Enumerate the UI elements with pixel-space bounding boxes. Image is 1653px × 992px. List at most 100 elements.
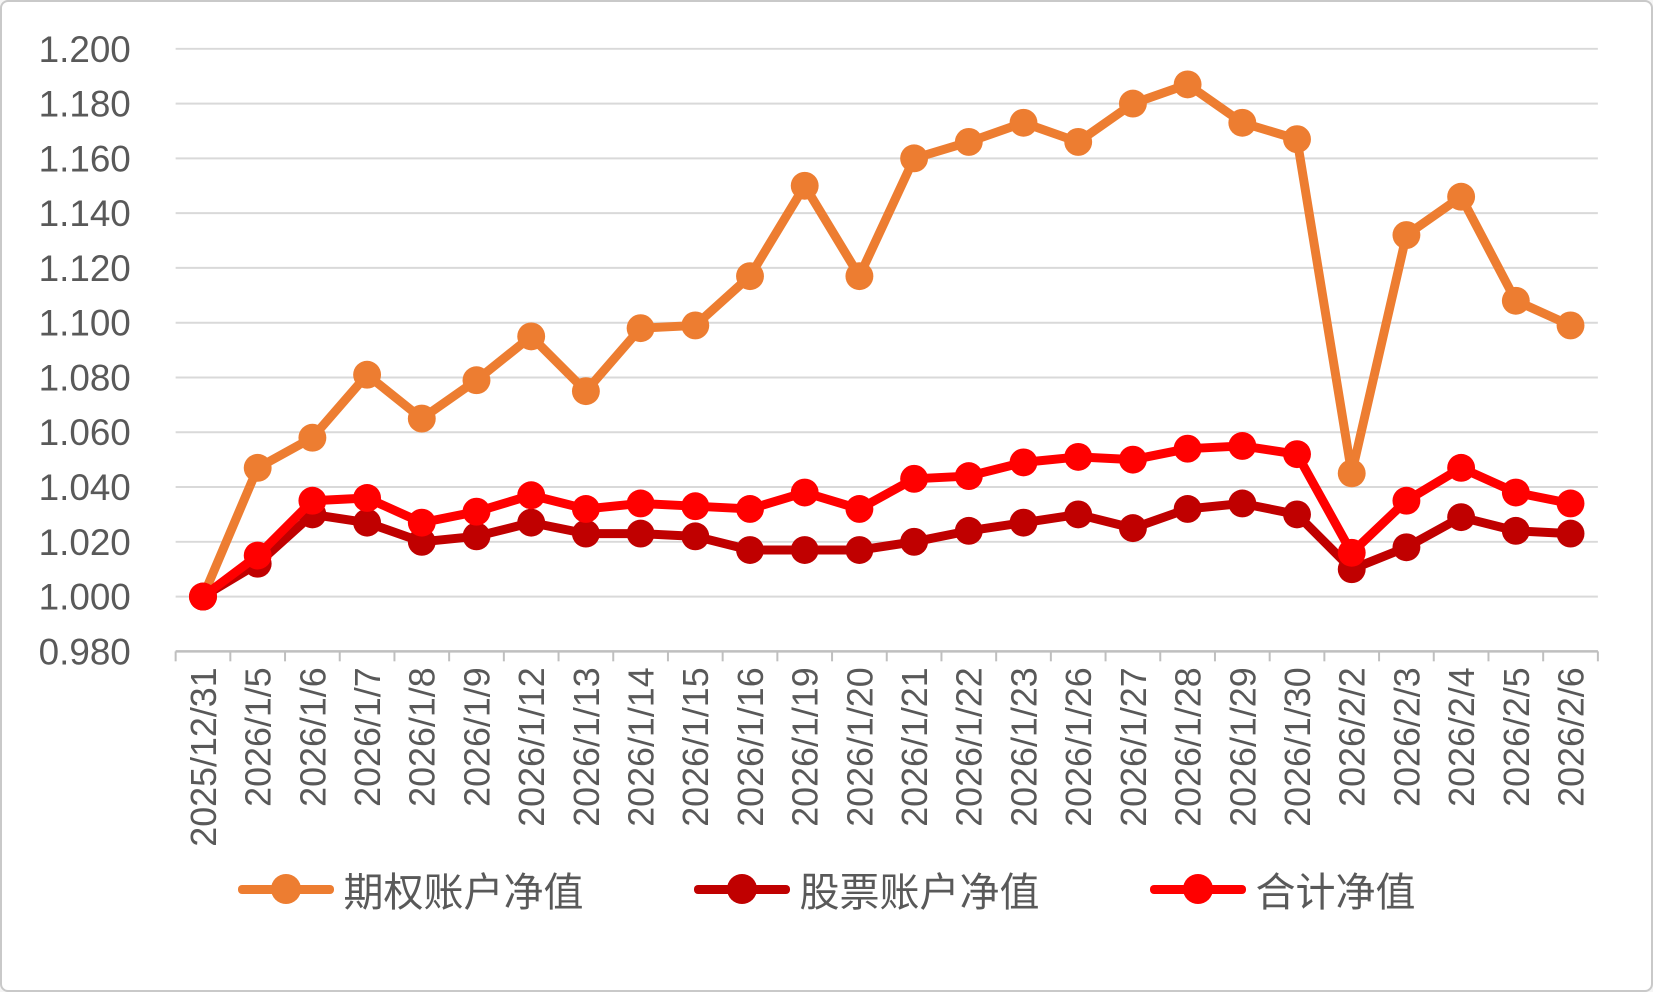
data-point-marker bbox=[681, 522, 710, 551]
data-point-marker bbox=[517, 322, 546, 351]
data-point-marker bbox=[1283, 125, 1311, 154]
data-point-marker bbox=[1447, 453, 1476, 482]
data-point-marker bbox=[1392, 486, 1421, 515]
x-tick-label: 2026/1/7 bbox=[348, 667, 388, 807]
data-point-marker bbox=[790, 171, 819, 200]
data-point-marker bbox=[1173, 70, 1202, 99]
y-tick-label: 1.180 bbox=[39, 84, 131, 125]
data-point-marker bbox=[790, 478, 819, 507]
data-point-marker bbox=[353, 508, 382, 537]
legend-marker-options-account bbox=[237, 872, 334, 906]
data-point-marker bbox=[1118, 445, 1147, 474]
data-point-marker bbox=[1064, 500, 1093, 529]
data-point-marker bbox=[1556, 489, 1585, 518]
data-point-marker bbox=[1228, 489, 1257, 518]
y-tick-label: 1.060 bbox=[39, 412, 131, 453]
data-point-marker bbox=[1173, 434, 1202, 463]
data-point-marker bbox=[900, 464, 929, 493]
x-tick-label: 2026/2/6 bbox=[1551, 667, 1591, 807]
y-tick-label: 1.080 bbox=[39, 357, 131, 398]
data-point-marker bbox=[900, 527, 929, 556]
y-axis-labels: 0.980 1.000 1.020 1.040 1.060 1.080 1.100 1.120… bbox=[39, 29, 131, 673]
data-point-marker bbox=[1556, 519, 1585, 548]
x-axis-labels: 2025/12/31 2026/1/5 2026/1/6 2026/1/7 2026/1… bbox=[184, 667, 1592, 846]
data-point-marker bbox=[845, 262, 874, 291]
data-point-marker bbox=[790, 536, 819, 564]
y-tick-label: 1.200 bbox=[39, 29, 131, 70]
series-options-account bbox=[189, 70, 1585, 611]
y-tick-label: 1.020 bbox=[39, 522, 131, 563]
data-point-marker bbox=[1501, 516, 1530, 545]
legend-marker-stock-account bbox=[693, 872, 790, 906]
y-tick-label: 1.160 bbox=[39, 138, 131, 179]
x-tick-label: 2026/1/19 bbox=[786, 667, 826, 826]
data-point-marker bbox=[736, 536, 764, 564]
data-point-marker bbox=[845, 495, 874, 523]
legend-label-options-account: 期权账户净值 bbox=[343, 871, 584, 915]
y-tick-label: 1.040 bbox=[39, 467, 131, 508]
data-point-marker bbox=[954, 462, 983, 491]
data-point-marker bbox=[736, 495, 764, 523]
data-point-marker bbox=[462, 366, 491, 395]
legend-label-total: 合计净值 bbox=[1255, 871, 1416, 915]
data-point-marker bbox=[189, 582, 217, 611]
y-tick-label: 0.980 bbox=[39, 631, 131, 672]
x-tick-label: 2026/1/6 bbox=[293, 667, 333, 807]
data-point-marker bbox=[1392, 533, 1421, 562]
x-tick-label: 2026/2/5 bbox=[1497, 667, 1537, 807]
y-tick-label: 1.140 bbox=[39, 193, 131, 234]
data-point-marker bbox=[1501, 286, 1530, 315]
data-point-marker bbox=[1392, 221, 1421, 249]
y-tick-label: 1.120 bbox=[39, 248, 131, 289]
data-point-marker bbox=[517, 508, 546, 537]
legend-dot-icon bbox=[270, 874, 301, 904]
x-tick-label: 2026/2/2 bbox=[1333, 667, 1373, 807]
data-point-marker bbox=[407, 527, 436, 556]
x-tick-label: 2026/1/9 bbox=[457, 667, 497, 807]
data-point-marker bbox=[1009, 448, 1038, 477]
data-point-marker bbox=[571, 495, 600, 523]
x-tick-label: 2026/1/5 bbox=[239, 667, 279, 807]
data-point-marker bbox=[353, 360, 382, 389]
data-point-marker bbox=[1283, 440, 1311, 469]
data-point-marker bbox=[900, 144, 929, 173]
legend-dot-icon bbox=[726, 874, 757, 904]
x-tick-label: 2026/1/29 bbox=[1223, 667, 1263, 826]
data-point-marker bbox=[571, 519, 600, 548]
x-tick-label: 2026/2/4 bbox=[1442, 667, 1482, 807]
data-point-marker bbox=[462, 522, 491, 551]
data-point-marker bbox=[571, 377, 600, 406]
data-point-marker bbox=[243, 453, 272, 482]
x-axis-ticks bbox=[174, 651, 1599, 662]
x-tick-label: 2026/1/21 bbox=[895, 667, 935, 826]
x-tick-label: 2026/1/26 bbox=[1059, 667, 1099, 826]
x-tick-label: 2026/1/16 bbox=[731, 667, 771, 826]
x-tick-label: 2026/1/22 bbox=[950, 667, 990, 826]
data-point-marker bbox=[1118, 89, 1147, 118]
data-point-marker bbox=[1501, 478, 1530, 507]
x-tick-label: 2026/1/13 bbox=[567, 667, 607, 826]
data-point-marker bbox=[1283, 500, 1311, 529]
x-tick-label: 2026/1/15 bbox=[676, 667, 716, 826]
x-tick-label: 2025/12/31 bbox=[184, 667, 224, 846]
data-point-marker bbox=[736, 262, 764, 291]
data-point-marker bbox=[626, 314, 655, 343]
x-tick-label: 2026/1/28 bbox=[1169, 667, 1209, 826]
data-point-marker bbox=[517, 481, 546, 510]
y-tick-label: 1.100 bbox=[39, 303, 131, 344]
data-point-marker bbox=[1556, 311, 1585, 340]
data-point-marker bbox=[353, 484, 382, 512]
data-point-marker bbox=[1447, 503, 1476, 532]
data-point-marker bbox=[1228, 108, 1257, 137]
data-point-marker bbox=[1337, 538, 1366, 567]
legend: 期权账户净值 股票账户净值 合计净值 bbox=[2, 860, 1651, 918]
x-tick-label: 2026/1/20 bbox=[840, 667, 880, 826]
x-tick-label: 2026/1/8 bbox=[403, 667, 443, 807]
data-point-marker bbox=[1228, 432, 1257, 460]
data-point-marker bbox=[1447, 182, 1476, 211]
x-tick-label: 2026/1/14 bbox=[622, 667, 662, 826]
data-point-marker bbox=[681, 492, 710, 521]
data-point-marker bbox=[1009, 508, 1038, 537]
